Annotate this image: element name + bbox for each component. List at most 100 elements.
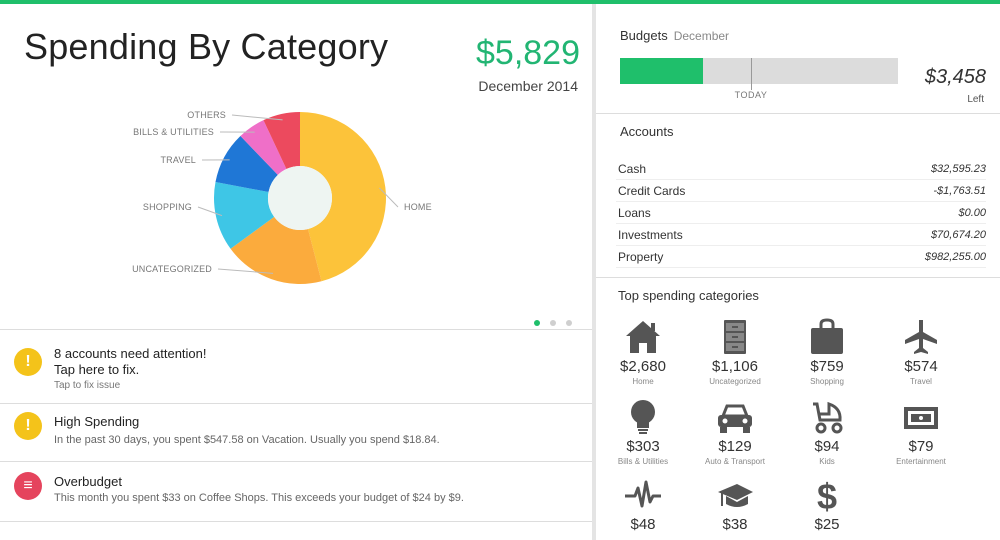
pie-label: HOME: [404, 202, 432, 212]
account-row-loans[interactable]: Loans $0.00: [616, 204, 986, 224]
category-name: Home: [632, 377, 654, 386]
top-categories-card: Top spending categories $2,680 Home $1,1…: [596, 278, 1000, 540]
account-balance: $982,255.00: [924, 251, 986, 263]
account-name: Credit Cards: [618, 184, 686, 198]
account-name: Loans: [618, 206, 651, 220]
budget-card[interactable]: Budgets December TODAY $3,458 Left: [596, 4, 1000, 114]
page-title: Spending By Category: [24, 26, 389, 67]
page-dot[interactable]: [550, 320, 556, 326]
category-name: Bills & Utilities: [617, 457, 669, 466]
category-name: Shopping: [810, 377, 844, 386]
stroller-icon: [813, 401, 843, 434]
category-bills-utilities[interactable]: $303 Bills & Utilities: [598, 398, 688, 466]
account-name: Property: [618, 250, 664, 264]
category-health[interactable]: $48: [598, 476, 688, 533]
today-marker: [750, 58, 752, 90]
category-travel[interactable]: $574 Travel: [876, 318, 966, 386]
alert-overbudget[interactable]: ≡ Overbudget This month you spent $33 on…: [0, 462, 592, 522]
pie-label: BILLS & UTILITIES: [133, 127, 214, 137]
home-icon: [626, 321, 660, 353]
category-shopping[interactable]: $759 Shopping: [782, 318, 872, 386]
account-balance: $32,595.23: [930, 163, 986, 175]
top-categories-title: Top spending categories: [618, 288, 759, 303]
budget-header: Budgets December: [620, 28, 729, 43]
pie-slice-uncategorized[interactable]: [230, 216, 322, 284]
total-spending-amount: $5,829: [476, 34, 580, 72]
alert-hint: Tap to fix issue: [54, 380, 121, 391]
account-balance: -$1,763.51: [933, 185, 986, 197]
pie-slice-travel[interactable]: [215, 135, 278, 193]
account-balance: $70,674.20: [930, 229, 986, 241]
category-auto-transport[interactable]: $129 Auto & Transport: [690, 398, 780, 466]
budget-progress-bar: [620, 58, 898, 84]
category-amount: $759: [810, 358, 844, 375]
heartbeat-icon: [625, 480, 661, 508]
category-education[interactable]: $38: [690, 476, 780, 533]
left-column: Spending By Category $5,829 December 201…: [0, 4, 592, 540]
pie-leader-line: [217, 268, 274, 274]
page-indicator[interactable]: [534, 320, 572, 326]
account-row-property[interactable]: Property $982,255.00: [616, 248, 986, 268]
pie-label: UNCATEGORIZED: [132, 264, 212, 274]
alert-title: 8 accounts need attention!: [54, 346, 207, 361]
category-uncategorized[interactable]: $1,106 Uncategorized: [690, 318, 780, 386]
pie-label: OTHERS: [187, 110, 226, 120]
spending-donut-chart[interactable]: HOME UNCATEGORIZED SHOPPING TRAVEL BILLS & U…: [0, 100, 592, 310]
ticket-icon: [904, 407, 938, 429]
dollar-icon: $: [817, 476, 837, 514]
category-amount: $48: [630, 516, 656, 533]
graduation-cap-icon: [718, 484, 753, 507]
account-row-credit-cards[interactable]: Credit Cards -$1,763.51: [616, 182, 986, 202]
pie-slice-bills-utilities[interactable]: [240, 120, 287, 175]
category-name: Travel: [910, 377, 932, 386]
category-home[interactable]: $2,680 Home: [598, 318, 688, 386]
page-dot[interactable]: [534, 320, 540, 326]
alert-high-spending[interactable]: ! High Spending In the past 30 days, you…: [0, 404, 592, 462]
category-name: Auto & Transport: [704, 457, 766, 466]
pie-leader-line: [197, 206, 223, 217]
pie-leader-line: [231, 114, 283, 121]
alert-action-text: Tap here to fix.: [54, 362, 140, 377]
svg-text:$: $: [817, 476, 837, 514]
category-kids[interactable]: $94 Kids: [782, 398, 872, 466]
column-divider: [592, 4, 596, 540]
pie-label: TRAVEL: [160, 155, 196, 165]
accounts-title: Accounts: [620, 124, 674, 139]
warning-icon: !: [14, 348, 42, 376]
category-amount: $94: [814, 438, 840, 455]
account-row-investments[interactable]: Investments $70,674.20: [616, 226, 986, 246]
cabinet-icon: [724, 320, 746, 354]
category-amount: $2,680: [620, 358, 666, 375]
account-row-cash[interactable]: Cash $32,595.23: [616, 160, 986, 180]
top-accent-bar: [0, 0, 1000, 4]
category-entertainment[interactable]: $79 Entertainment: [876, 398, 966, 466]
account-name: Investments: [618, 228, 683, 242]
shopping-bag-icon: [811, 318, 843, 354]
page-dot[interactable]: [566, 320, 572, 326]
category-amount: $303: [626, 438, 660, 455]
alert-accounts-attention[interactable]: ! 8 accounts need attention! Tap here to…: [0, 334, 592, 404]
spending-chart-card[interactable]: Spending By Category $5,829 December 201…: [0, 4, 592, 330]
pie-slice-others[interactable]: [263, 112, 300, 170]
lightbulb-icon: [631, 400, 655, 434]
accounts-card[interactable]: Accounts Cash $32,595.23 Credit Cards -$…: [596, 114, 1000, 278]
list-icon: ≡: [14, 472, 42, 500]
budget-left-label: Left: [967, 94, 984, 105]
category-amount: $574: [904, 358, 938, 375]
budget-progress-fill: [620, 58, 704, 84]
pie-leader-line: [379, 187, 399, 208]
airplane-icon: [905, 320, 937, 354]
account-name: Cash: [618, 162, 647, 176]
car-icon: [718, 404, 752, 433]
alert-message: This month you spent $33 on Coffee Shops…: [54, 492, 464, 504]
category-fees[interactable]: $ $25: [782, 476, 872, 533]
alert-title: Overbudget: [54, 474, 122, 489]
pie-slice-home[interactable]: [300, 112, 386, 282]
account-balance: $0.00: [958, 207, 986, 219]
pie-slice-shopping[interactable]: [214, 182, 275, 249]
category-name: Uncategorized: [709, 377, 761, 386]
alert-message: In the past 30 days, you spent $547.58 o…: [54, 434, 440, 446]
alert-title: High Spending: [54, 414, 140, 429]
right-column: Budgets December TODAY $3,458 Left Accoun…: [596, 4, 1000, 540]
caution-triangle-icon: !: [14, 412, 42, 440]
